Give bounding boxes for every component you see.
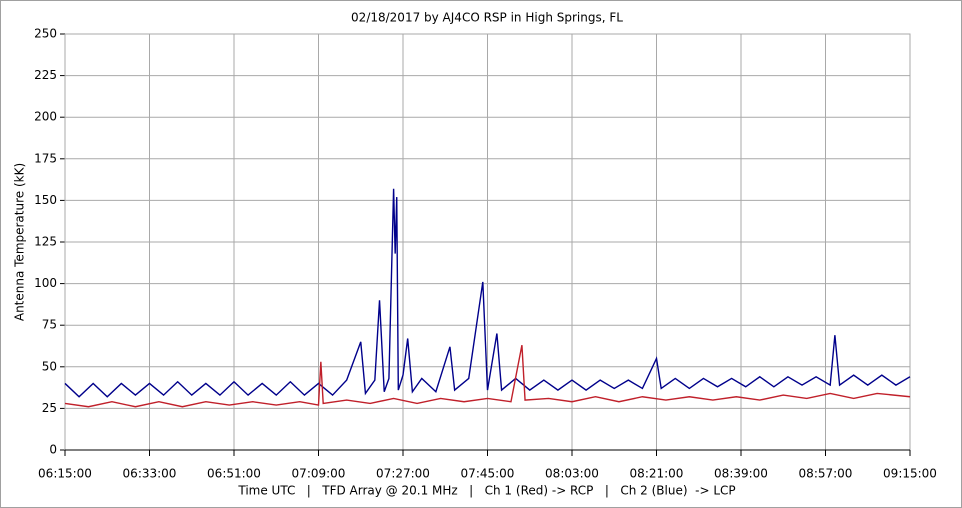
- y-tick-label: 175: [34, 151, 57, 165]
- y-tick-label: 75: [42, 318, 57, 332]
- x-tick-label: 07:45:00: [461, 467, 515, 481]
- x-tick-label: 08:39:00: [714, 467, 768, 481]
- x-tick-label: 08:03:00: [545, 467, 599, 481]
- x-tick-label: 07:27:00: [376, 467, 430, 481]
- y-tick-label: 125: [34, 235, 57, 249]
- x-tick-label: 09:15:00: [883, 467, 937, 481]
- x-tick-label: 06:15:00: [38, 467, 92, 481]
- y-tick-label: 150: [34, 193, 57, 207]
- y-tick-label: 100: [34, 276, 57, 290]
- y-tick-label: 25: [42, 401, 57, 415]
- data-line: [64, 345, 911, 408]
- chart-title: 02/18/2017 by AJ4CO RSP in High Springs,…: [351, 11, 623, 25]
- y-tick-label: 50: [42, 359, 57, 373]
- y-tick-label: 0: [49, 443, 57, 457]
- y-tick-label: 200: [34, 110, 57, 124]
- y-tick-label: 225: [34, 68, 57, 82]
- y-axis-label: Antenna Temperature (kK): [13, 163, 27, 321]
- x-tick-label: 08:21:00: [630, 467, 684, 481]
- x-tick-label: 07:09:00: [292, 467, 346, 481]
- x-tick-label: 06:33:00: [123, 467, 177, 481]
- x-tick-label: 08:57:00: [799, 467, 853, 481]
- data-line: [64, 188, 911, 398]
- x-tick-label: 06:51:00: [207, 467, 261, 481]
- x-axis-label: Time UTC | TFD Array @ 20.1 MHz | Ch 1 (…: [237, 484, 735, 498]
- y-tick-label: 250: [34, 27, 57, 41]
